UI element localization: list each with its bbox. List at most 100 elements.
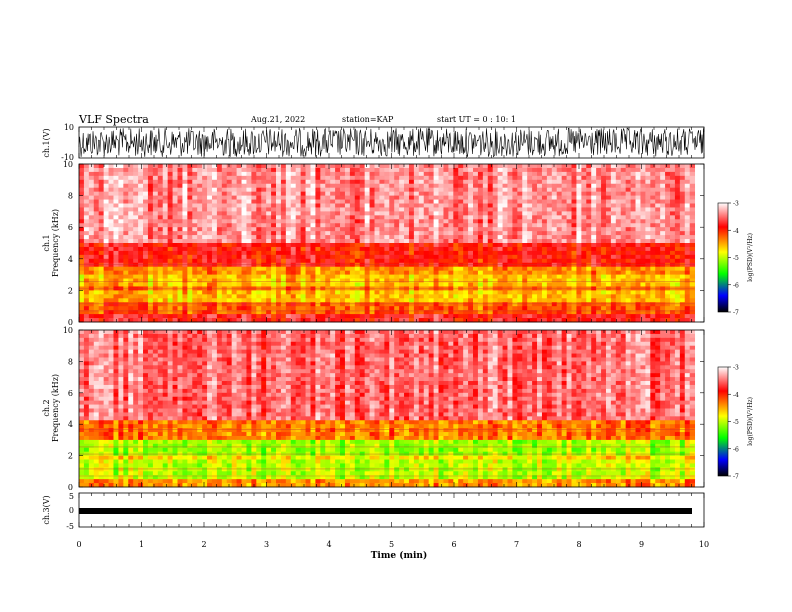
spectrogram-cell: [320, 207, 326, 212]
spectrogram-cell: [665, 302, 671, 307]
spectrogram-cell: [197, 195, 203, 200]
spectrogram-cell: [389, 266, 395, 272]
spectrogram-cell: [689, 211, 696, 216]
spectrogram-cell: [502, 219, 508, 224]
spectrogram-cell: [310, 191, 316, 196]
spectrogram-cell: [492, 164, 499, 169]
spectrogram-cell: [276, 270, 282, 275]
spectrogram-cell: [216, 262, 223, 268]
spectrogram-cell: [674, 199, 681, 204]
spectrogram-cell: [98, 239, 105, 244]
spectrogram-cell: [344, 318, 351, 323]
spectrogram-cell: [340, 191, 346, 196]
spectrogram-cell: [413, 282, 420, 287]
spectrogram-cell: [335, 314, 341, 319]
spectrogram-cell: [497, 270, 503, 275]
spectrogram-cell: [665, 187, 671, 193]
spectrogram-cell: [147, 266, 154, 272]
spectrogram-cell: [556, 254, 563, 260]
spectrogram-cell: [610, 306, 617, 311]
spectrogram-cell: [211, 207, 218, 212]
spectrogram-cell: [605, 223, 612, 228]
spectrogram-cell: [541, 179, 548, 185]
spectrogram-cell: [374, 211, 380, 216]
spectrogram-cell: [197, 239, 203, 244]
spectrogram-cell: [630, 270, 636, 275]
spectrogram-cell: [221, 310, 228, 315]
spectrogram-cell: [364, 246, 370, 252]
spectrogram-cell: [438, 270, 444, 275]
spectrogram-cell: [541, 231, 548, 236]
spectrogram-cell: [532, 219, 538, 224]
spectrogram-cell: [133, 266, 139, 272]
spectrogram-cell: [162, 270, 169, 275]
spectrogram-cell: [433, 215, 439, 220]
spectrogram-cell: [197, 187, 203, 193]
spectrogram-cell: [418, 167, 425, 173]
spectrogram-cell: [266, 270, 272, 275]
spectrogram-cell: [665, 262, 671, 268]
spectrogram-cell: [389, 239, 395, 244]
spectrogram-cell: [650, 191, 656, 196]
spectrogram-cell: [620, 278, 627, 283]
spectrogram-cell: [561, 318, 567, 323]
spectrogram-cell: [482, 211, 489, 216]
spectrogram-cell: [379, 294, 385, 299]
spectrogram-cell: [423, 231, 430, 236]
spectrogram-cell: [482, 258, 489, 264]
spectrogram-cell: [359, 191, 366, 196]
spectrogram-cell: [438, 179, 444, 185]
spectrogram-cell: [172, 318, 178, 323]
spectrogram-cell: [670, 314, 676, 319]
spectrogram-cell: [660, 310, 666, 315]
spectrogram-cell: [192, 282, 198, 287]
spectrogram-cell: [428, 274, 435, 279]
spectrogram-cell: [113, 179, 119, 185]
spectrogram-cell: [507, 203, 513, 208]
spectrogram-cell: [527, 258, 533, 264]
spectrogram-cell: [586, 302, 592, 307]
spectrogram-cell: [576, 187, 582, 193]
spectrogram-cell: [522, 175, 528, 181]
spectrogram-cell: [522, 266, 528, 272]
spectrogram-cell: [689, 243, 696, 248]
spectrogram-cell: [635, 290, 641, 295]
spectrogram-cell: [221, 282, 228, 287]
spectrogram-cell: [354, 270, 361, 275]
spectrogram-cell: [300, 175, 306, 181]
spectrogram-cell: [118, 266, 124, 272]
spectrogram-cell: [152, 183, 159, 189]
spectrogram-cell: [532, 258, 538, 264]
spectrogram-cell: [226, 290, 233, 295]
spectrogram-cell: [211, 302, 218, 307]
spectrogram-cell: [596, 318, 602, 323]
spectrogram-cell: [517, 254, 523, 260]
spectrogram-cell: [630, 290, 636, 295]
spectrogram-cell: [290, 246, 297, 252]
spectrogram-cell: [438, 306, 444, 311]
spectrogram-cell: [640, 250, 646, 256]
spectrogram-cell: [118, 278, 124, 283]
spectrogram-cell: [369, 294, 375, 299]
spectrogram-cell: [320, 187, 326, 193]
spectrogram-cell: [660, 274, 666, 279]
spectrogram-cell: [635, 191, 641, 196]
spectrogram-cell: [473, 290, 479, 295]
spectrogram-cell: [601, 187, 607, 193]
spectrogram-cell: [660, 258, 666, 264]
spectrogram-cell: [591, 215, 597, 220]
spectrogram-cell: [497, 266, 503, 272]
spectrogram-cell: [202, 191, 208, 196]
spectrogram-cell: [473, 207, 479, 212]
spectrogram-cell: [103, 164, 109, 169]
spectrogram-cell: [103, 235, 109, 240]
spectrogram-cell: [344, 223, 351, 228]
spectrogram-cell: [295, 290, 302, 295]
spectrogram-cell: [364, 203, 370, 208]
spectrogram-cell: [280, 298, 287, 303]
spectrogram-cell: [640, 175, 646, 181]
spectrogram-cell: [103, 290, 109, 295]
spectrogram-cell: [335, 175, 341, 181]
spectrogram-cell: [133, 171, 139, 177]
spectrogram-cell: [300, 219, 306, 224]
